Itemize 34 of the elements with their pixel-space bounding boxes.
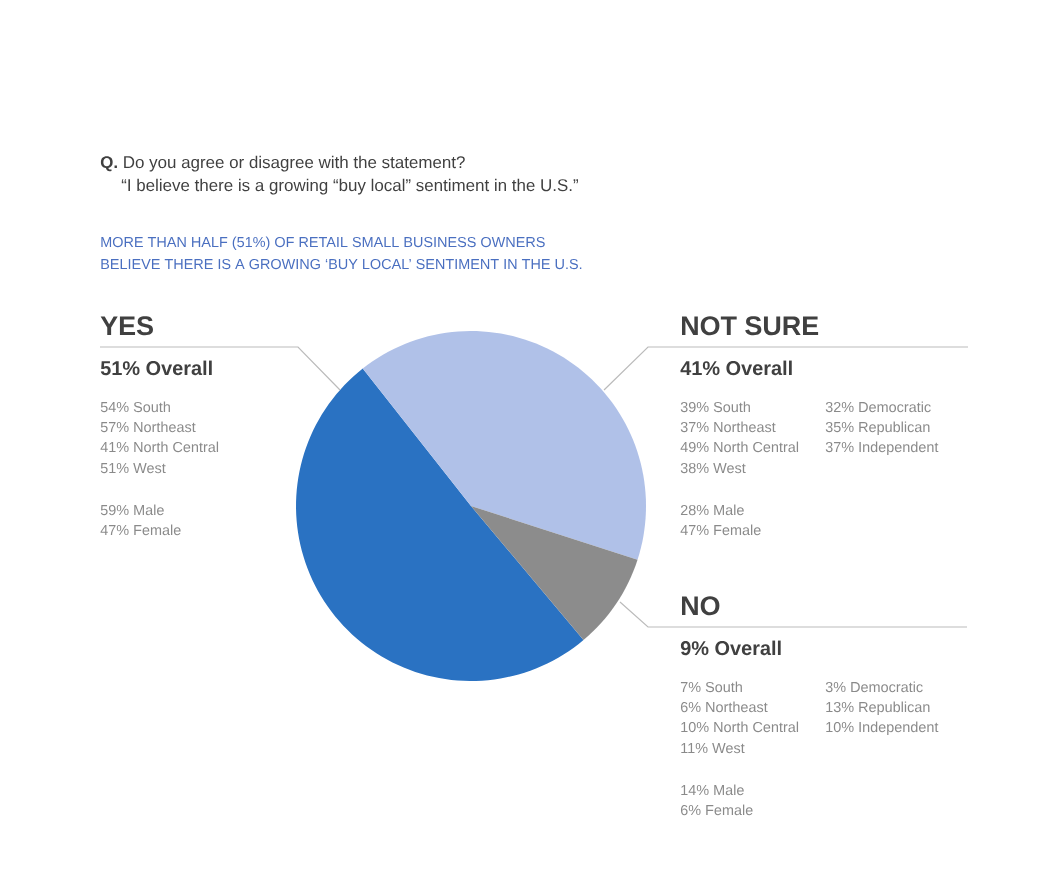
text: 28% Male — [680, 504, 744, 516]
text: 14% Male — [681, 784, 744, 796]
text: 54% South — [100, 401, 170, 413]
slice-label: NO — [682, 596, 720, 616]
text: 47% Female — [100, 524, 181, 536]
text: 41% North Central — [100, 441, 219, 453]
text: 32% Democratic — [825, 401, 931, 413]
text: 10% Independent — [826, 721, 939, 736]
chart-subtitle: MORE THAN HALF (51%) OF RETAIL SMALL BUSINESS OWNERS — [101, 236, 545, 251]
data-label: 41% Overall — [680, 360, 792, 376]
text: 38% West — [680, 462, 746, 474]
slice-label: NOT SURE — [682, 316, 819, 336]
text: 10% North Central — [681, 721, 799, 733]
chart-title: Q. Do you agree or disagree with the statement? — [100, 155, 465, 172]
text: 35% Republican — [825, 421, 930, 436]
text: 49% North Central — [680, 441, 799, 453]
text: 47% Female — [680, 524, 761, 536]
text: 51% West — [100, 462, 166, 474]
text: 59% Male — [100, 504, 164, 516]
text: 3% Democratic — [825, 681, 923, 693]
text: 7% South — [680, 681, 742, 693]
text: 11% West — [681, 742, 745, 754]
text: 39% South — [680, 401, 750, 413]
slice-label: YES — [100, 316, 153, 336]
text: “I believe there is a growing “buy local” sentiment in the U.S.” — [121, 178, 578, 195]
data-label: 51% Overall — [100, 360, 212, 376]
text: 13% Republican — [826, 701, 930, 716]
data-label: 9% Overall — [680, 640, 781, 656]
text: 6% Female — [680, 804, 753, 816]
text: BELIEVE THERE IS A GROWING ‘BUY LOCAL’ SENTIMENT IN THE U.S. — [101, 258, 582, 270]
text: 37% Independent — [825, 441, 939, 456]
text: 6% Northeast — [680, 701, 768, 713]
text: 57% Northeast — [100, 421, 196, 433]
text: 37% Northeast — [680, 421, 776, 433]
